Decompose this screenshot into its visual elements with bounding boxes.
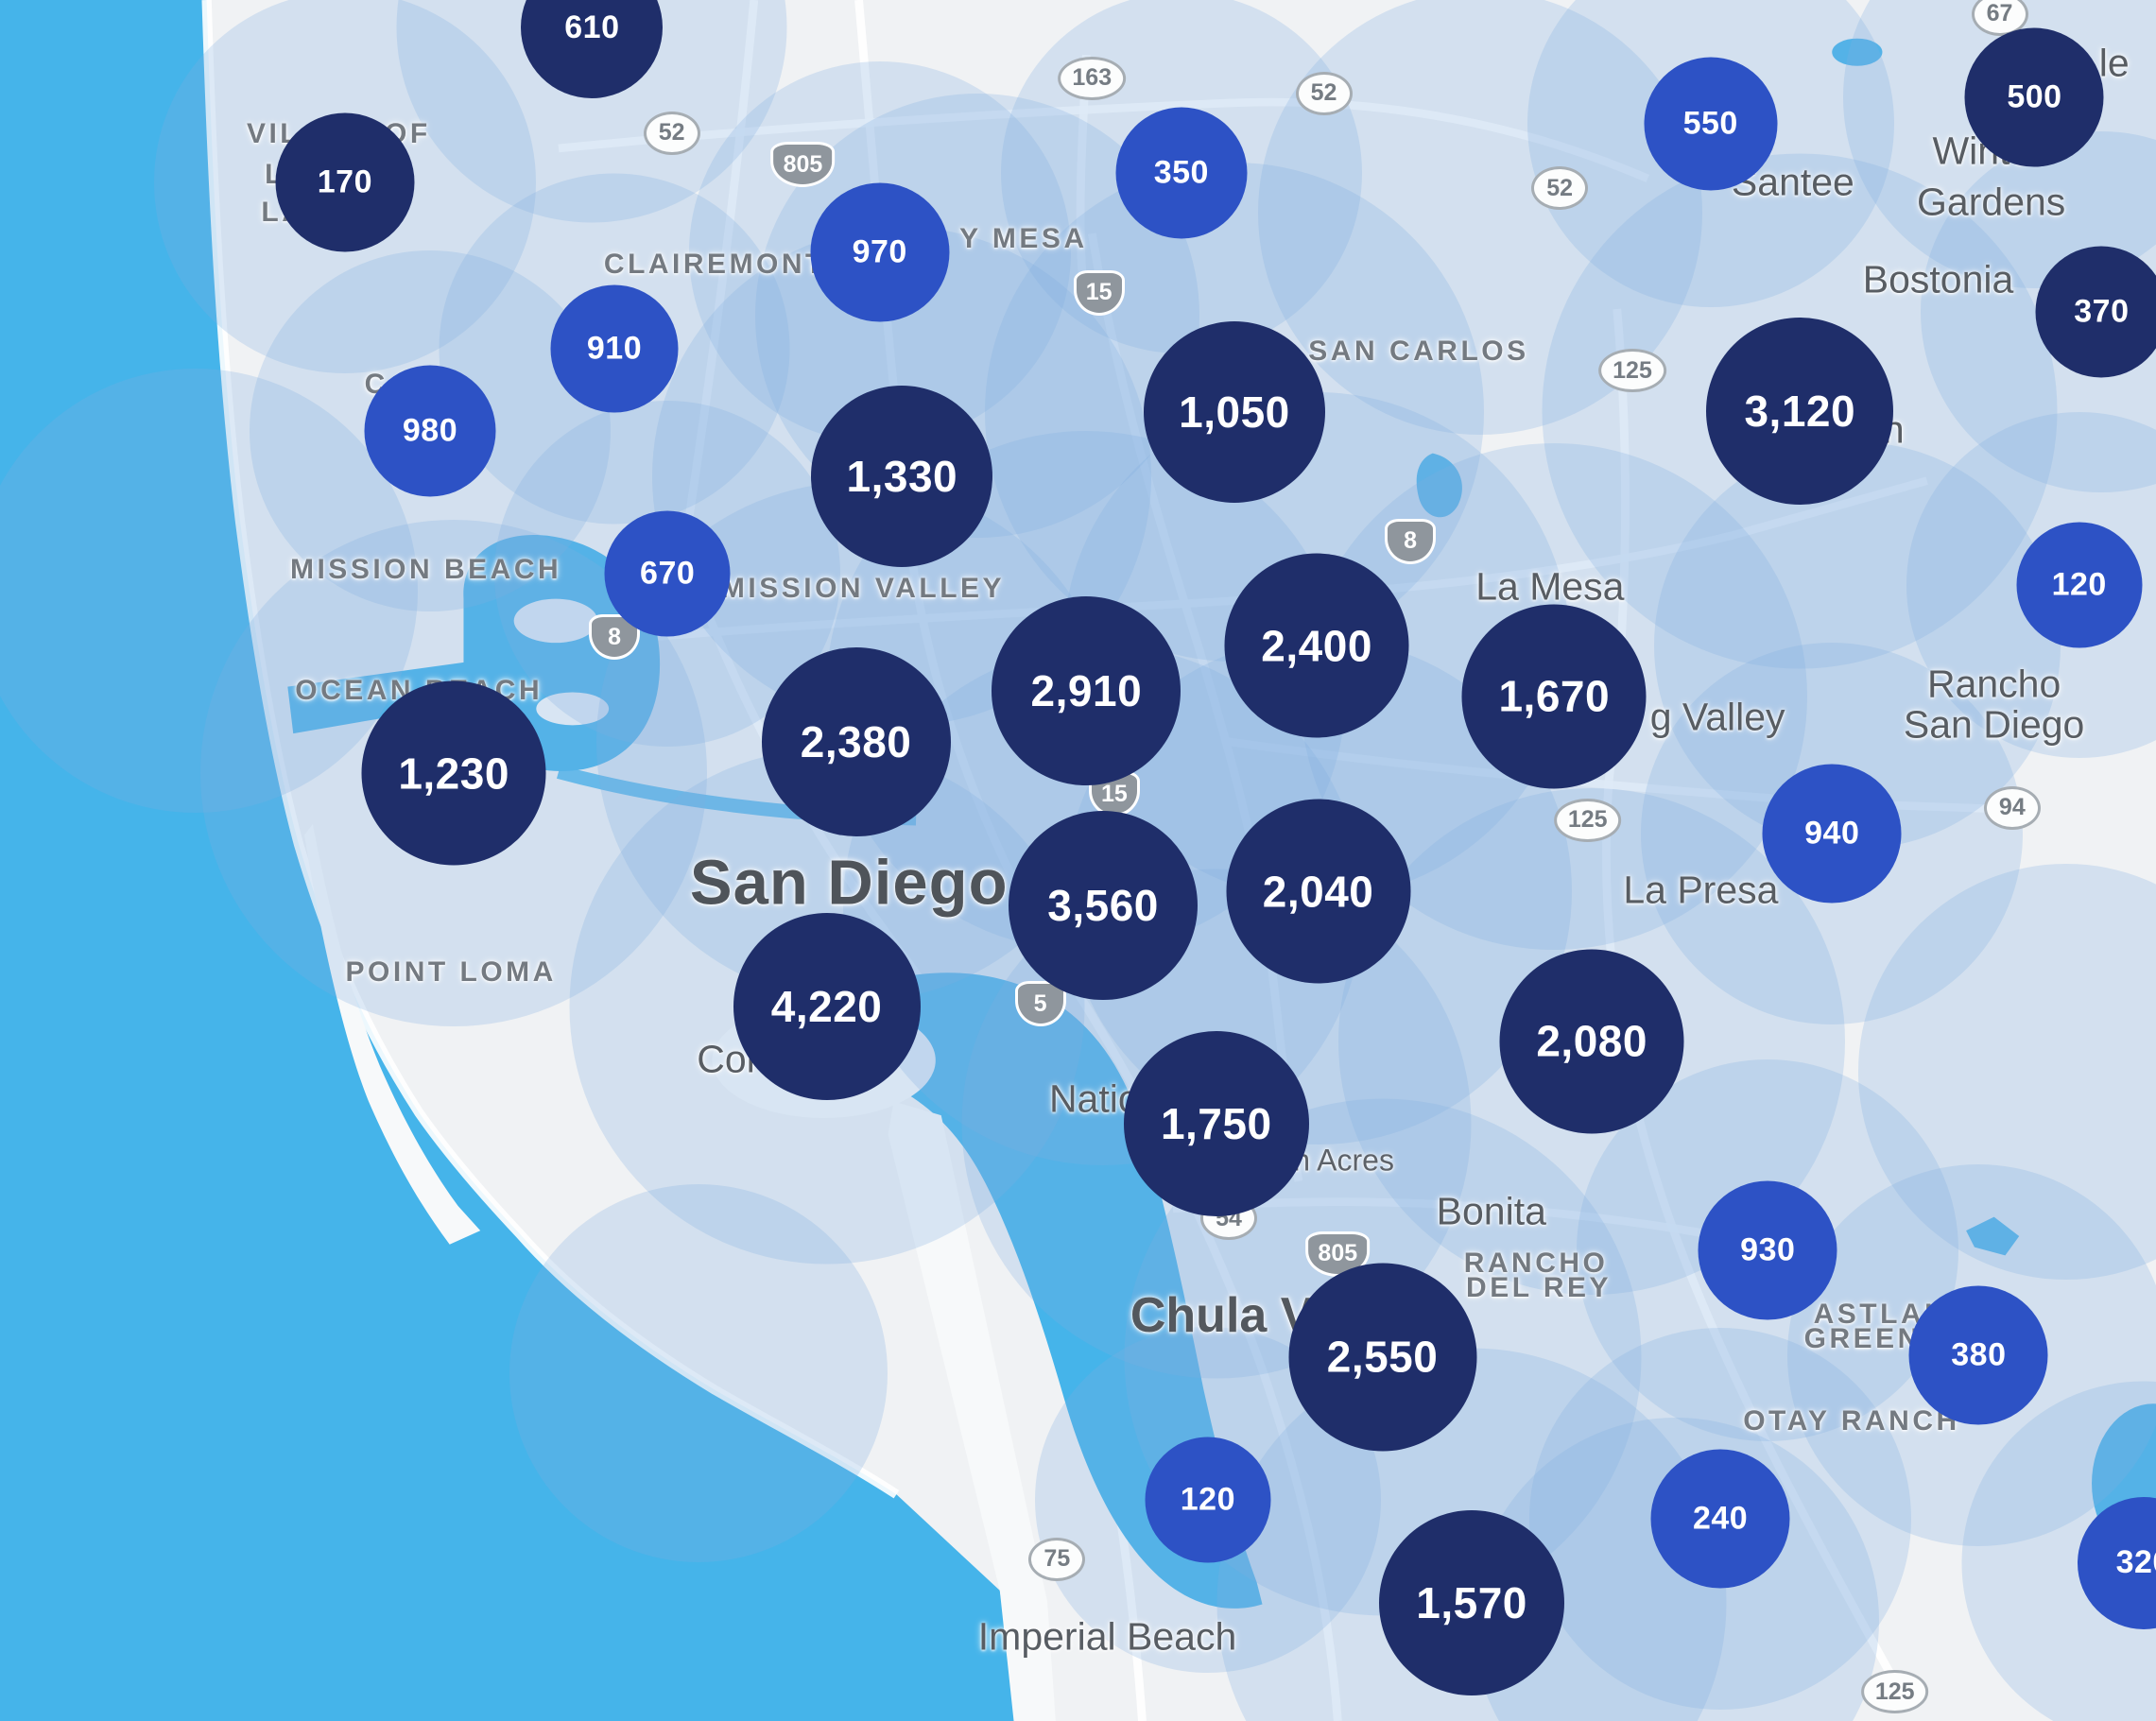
cluster-bubble[interactable]: 2,040 bbox=[1226, 799, 1411, 984]
cluster-bubble[interactable]: 610 bbox=[521, 0, 664, 99]
cluster-bubble[interactable]: 2,400 bbox=[1224, 553, 1409, 738]
route-shield-125: 125 bbox=[1553, 798, 1622, 842]
cluster-bubble[interactable]: 120 bbox=[1145, 1437, 1271, 1563]
route-shield-15: 15 bbox=[1088, 771, 1140, 817]
map-label: Rancho bbox=[1926, 662, 2061, 706]
cluster-bubble[interactable]: 2,380 bbox=[761, 646, 951, 836]
cluster-bubble[interactable]: 500 bbox=[1964, 27, 2104, 167]
map-label: San Diego bbox=[1903, 702, 2085, 747]
cluster-bubble[interactable]: 4,220 bbox=[733, 913, 921, 1101]
cluster-bubble[interactable]: 930 bbox=[1698, 1180, 1837, 1319]
santee-lakes bbox=[1832, 38, 1883, 66]
silver-strand bbox=[888, 1101, 1056, 1721]
cluster-bubble[interactable]: 1,230 bbox=[361, 680, 546, 866]
cluster-bubble[interactable]: 3,120 bbox=[1706, 317, 1894, 505]
cluster-bubble[interactable]: 370 bbox=[2035, 246, 2156, 378]
cluster-halo bbox=[509, 1184, 888, 1563]
cluster-bubble[interactable]: 1,050 bbox=[1143, 320, 1325, 503]
map-label: Bostonia bbox=[1862, 257, 2014, 301]
cluster-bubble[interactable]: 2,080 bbox=[1499, 949, 1684, 1134]
lake-murray bbox=[1416, 453, 1462, 518]
cluster-bubble[interactable]: 1,570 bbox=[1379, 1510, 1565, 1695]
route-shield-8: 8 bbox=[589, 614, 641, 661]
map-label: g Valley bbox=[1649, 695, 1785, 739]
map-label: La Presa bbox=[1623, 868, 1779, 912]
route-shield-805: 805 bbox=[770, 142, 836, 188]
map-label: MISSION VALLEY bbox=[720, 573, 1006, 605]
map-label: POINT LOMA bbox=[345, 955, 557, 988]
cluster-bubble[interactable]: 2,910 bbox=[992, 596, 1181, 786]
cluster-bubble[interactable]: 240 bbox=[1650, 1449, 1790, 1589]
route-shield-125: 125 bbox=[1598, 349, 1666, 393]
map-label: San Diego bbox=[689, 847, 1009, 919]
cluster-bubble[interactable]: 380 bbox=[1908, 1285, 2048, 1425]
cluster-bubble[interactable]: 320 bbox=[2077, 1496, 2156, 1629]
cluster-bubble[interactable]: 2,550 bbox=[1288, 1263, 1477, 1452]
cluster-halo bbox=[0, 368, 418, 813]
map-label: Bonita bbox=[1436, 1189, 1546, 1233]
cluster-bubble[interactable]: 1,670 bbox=[1461, 604, 1647, 789]
map-label: RANCHO bbox=[1463, 1248, 1609, 1280]
map-label: GREEN bbox=[1803, 1322, 1922, 1354]
sweetwater-reservoir bbox=[1966, 1216, 2020, 1256]
cluster-bubble[interactable]: 350 bbox=[1115, 107, 1248, 239]
map-label: Imperial Beach bbox=[977, 1614, 1237, 1659]
cluster-bubble[interactable]: 1,750 bbox=[1123, 1030, 1309, 1216]
map-label: DEL REY bbox=[1466, 1272, 1613, 1304]
cluster-bubble[interactable]: 670 bbox=[604, 510, 731, 637]
route-shield-163: 163 bbox=[1058, 56, 1127, 100]
pacific-ocean bbox=[0, 0, 1020, 1721]
map-label: CLAIREMONT bbox=[603, 249, 826, 281]
route-shield-15: 15 bbox=[1073, 269, 1125, 316]
cluster-bubble[interactable]: 940 bbox=[1762, 764, 1902, 904]
cluster-bubble[interactable]: 120 bbox=[2016, 522, 2143, 648]
route-shield-125: 125 bbox=[1860, 1670, 1929, 1714]
cluster-bubble[interactable]: 1,330 bbox=[811, 386, 993, 568]
cluster-bubble[interactable]: 910 bbox=[550, 284, 679, 413]
map-label: le bbox=[2098, 41, 2130, 85]
map-label: La Mesa bbox=[1475, 564, 1625, 609]
cluster-bubble[interactable]: 170 bbox=[275, 112, 415, 252]
san-diego-bay bbox=[833, 972, 1263, 1609]
map-label: Y MESA bbox=[959, 222, 1088, 254]
map-label: OTAY RANCH bbox=[1743, 1405, 1960, 1437]
mission-bay-island bbox=[536, 692, 610, 726]
cluster-bubble[interactable]: 970 bbox=[810, 182, 950, 322]
mission-bay-island bbox=[513, 598, 598, 644]
cluster-bubble[interactable]: 550 bbox=[1644, 57, 1778, 191]
cluster-bubble[interactable]: 980 bbox=[364, 365, 496, 497]
route-shield-52: 52 bbox=[1531, 166, 1589, 211]
route-shield-52: 52 bbox=[643, 111, 700, 155]
map-label: Gardens bbox=[1917, 180, 2066, 224]
route-shield-8: 8 bbox=[1385, 518, 1437, 564]
mission-bay-channel bbox=[287, 662, 470, 734]
route-shield-52: 52 bbox=[1295, 71, 1353, 115]
route-shield-94: 94 bbox=[1983, 785, 2041, 830]
map-label: MISSION BEACH bbox=[289, 554, 562, 586]
route-shield-5: 5 bbox=[1014, 981, 1066, 1027]
map-label: SAN CARLOS bbox=[1308, 336, 1529, 368]
shoreline bbox=[201, 0, 900, 1499]
cluster-bubble[interactable]: 3,560 bbox=[1009, 810, 1199, 1000]
route-shield-75: 75 bbox=[1028, 1537, 1086, 1581]
